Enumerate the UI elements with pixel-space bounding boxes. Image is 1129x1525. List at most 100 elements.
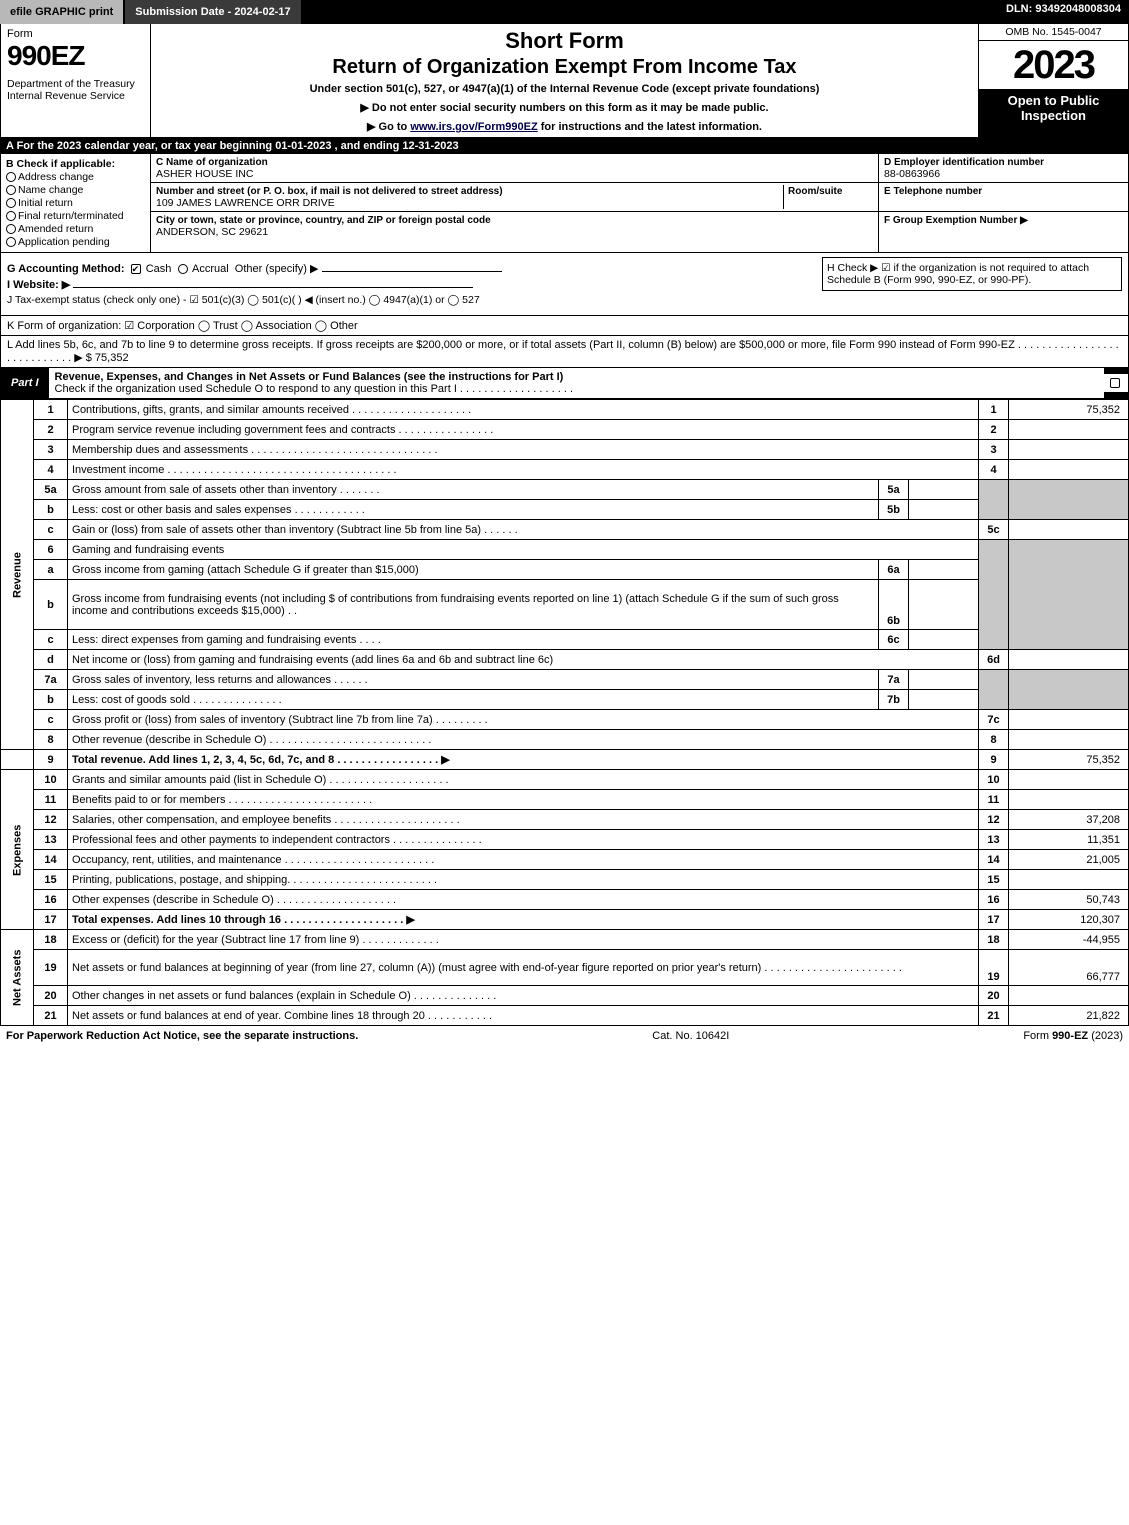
city-label: City or town, state or province, country… [156,215,491,226]
form-word: Form [7,28,144,40]
line-10-ref: 10 [979,770,1009,790]
phone-row: E Telephone number [879,183,1128,212]
line-j: J Tax-exempt status (check only one) - ☑… [7,294,1122,306]
line-11-ref: 11 [979,790,1009,810]
line-16-desc: Other expenses (describe in Schedule O) … [68,890,979,910]
instruct2-pre: ▶ Go to [367,121,410,133]
line-20-desc: Other changes in net assets or fund bala… [68,986,979,1006]
h-schedule-b-note: H Check ▶ ☑ if the organization is not r… [822,257,1122,291]
line-5b-subref: 5b [879,500,909,520]
col-c-org-info: C Name of organization ASHER HOUSE INC N… [151,154,878,252]
line-7c-num: c [34,710,68,730]
chk-name-change[interactable]: Name change [6,184,145,196]
line-3-amount [1009,440,1129,460]
chk-accrual[interactable] [178,264,188,274]
line-7ab-greyamt [1009,670,1129,710]
col-b-checkboxes: B Check if applicable: Address change Na… [1,154,151,252]
sidelabel-expenses: Expenses [1,770,34,930]
org-name-label: C Name of organization [156,157,268,168]
instruct2-post: for instructions and the latest informat… [538,121,762,133]
line-7a-desc: Gross sales of inventory, less returns a… [68,670,879,690]
instruction-2: ▶ Go to www.irs.gov/Form990EZ for instru… [159,120,970,133]
line-2-ref: 2 [979,420,1009,440]
street-value: 109 JAMES LAWRENCE ORR DRIVE [156,197,335,209]
chk-cash[interactable] [131,264,141,274]
org-name-row: C Name of organization ASHER HOUSE INC [151,154,878,183]
line-5a-desc: Gross amount from sale of assets other t… [68,480,879,500]
line-2-num: 2 [34,420,68,440]
city-row: City or town, state or province, country… [151,212,878,240]
line-20-amount [1009,986,1129,1006]
line-7c-amount [1009,710,1129,730]
line-13-desc: Professional fees and other payments to … [68,830,979,850]
header-left: Form 990EZ Department of the Treasury In… [1,24,151,137]
line-3-desc: Membership dues and assessments . . . . … [68,440,979,460]
omb-number: OMB No. 1545-0047 [979,24,1128,41]
part-i-subtitle: Check if the organization used Schedule … [55,383,574,395]
line-1-amount: 75,352 [1009,400,1129,420]
line-10-desc: Grants and similar amounts paid (list in… [68,770,979,790]
line-6d-desc: Net income or (loss) from gaming and fun… [68,650,979,670]
chk-initial-return[interactable]: Initial return [6,197,145,209]
line-20-ref: 20 [979,986,1009,1006]
efile-print-button[interactable]: efile GRAPHIC print [0,0,125,24]
org-name: ASHER HOUSE INC [156,168,253,180]
line-12-num: 12 [34,810,68,830]
row-a-tax-year: A For the 2023 calendar year, or tax yea… [0,138,1129,154]
line-10-amount [1009,770,1129,790]
line-6b-subref: 6b [879,580,909,630]
line-1-desc: Contributions, gifts, grants, and simila… [68,400,979,420]
line-4-num: 4 [34,460,68,480]
line-16-num: 16 [34,890,68,910]
line-6b-subamount [909,580,979,630]
line-6a-subamount [909,560,979,580]
line-6-greyref [979,540,1009,650]
footer-form: Form 990-EZ (2023) [1023,1030,1123,1042]
sidelabel-blank-9 [1,750,34,770]
line-18-desc: Excess or (deficit) for the year (Subtra… [68,930,979,950]
line-21-num: 21 [34,1006,68,1026]
line-19-amount: 66,777 [1009,950,1129,986]
line-5a-subref: 5a [879,480,909,500]
line-6b-num: b [34,580,68,630]
line-15-desc: Printing, publications, postage, and shi… [68,870,979,890]
line-13-amount: 11,351 [1009,830,1129,850]
street-label: Number and street (or P. O. box, if mail… [156,186,503,197]
footer-catno: Cat. No. 10642I [652,1030,729,1042]
line-20-num: 20 [34,986,68,1006]
chk-final-return[interactable]: Final return/terminated [6,210,145,222]
line-16-amount: 50,743 [1009,890,1129,910]
line-5b-subamount [909,500,979,520]
line-5c-desc: Gain or (loss) from sale of assets other… [68,520,979,540]
tax-year: 2023 [979,41,1128,89]
part-i-checkbox[interactable] [1104,374,1128,392]
line-7a-num: 7a [34,670,68,690]
line-11-amount [1009,790,1129,810]
line-7b-desc: Less: cost of goods sold . . . . . . . .… [68,690,879,710]
line-3-num: 3 [34,440,68,460]
line-19-num: 19 [34,950,68,986]
line-5b-num: b [34,500,68,520]
line-21-amount: 21,822 [1009,1006,1129,1026]
line-6b-desc: Gross income from fundraising events (no… [68,580,879,630]
line-13-ref: 13 [979,830,1009,850]
chk-application-pending[interactable]: Application pending [6,236,145,248]
ein-value: 88-0863966 [884,168,940,180]
line-17-amount: 120,307 [1009,910,1129,930]
submission-date-button[interactable]: Submission Date - 2024-02-17 [125,0,302,24]
line-6-num: 6 [34,540,68,560]
line-17-desc: Total expenses. Add lines 10 through 16 … [68,910,979,930]
line-6c-num: c [34,630,68,650]
line-8-ref: 8 [979,730,1009,750]
form-header: Form 990EZ Department of the Treasury In… [0,24,1129,138]
line-7a-subref: 7a [879,670,909,690]
line-14-desc: Occupancy, rent, utilities, and maintena… [68,850,979,870]
i-label: I Website: ▶ [7,279,70,291]
chk-amended-return[interactable]: Amended return [6,223,145,235]
line-2-desc: Program service revenue including govern… [68,420,979,440]
department-label: Department of the Treasury Internal Reve… [7,78,144,102]
line-6c-subref: 6c [879,630,909,650]
g-label: G Accounting Method: [7,263,125,275]
chk-address-change[interactable]: Address change [6,171,145,183]
irs-link[interactable]: www.irs.gov/Form990EZ [410,121,537,133]
